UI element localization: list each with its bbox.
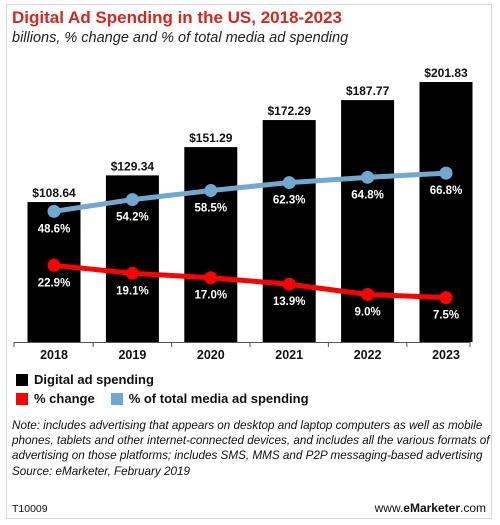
- footer-site-suffix: .com: [459, 501, 486, 515]
- share-label-2018: 48.6%: [38, 223, 71, 235]
- change-line: [53, 262, 447, 301]
- change-point-2022: [361, 288, 375, 301]
- legend-label-change: % change: [34, 391, 95, 406]
- change-label-2019: 19.1%: [116, 285, 149, 297]
- share-label-2020: 58.5%: [194, 203, 227, 215]
- change-label-2021: 13.9%: [273, 296, 306, 308]
- change-point-2020: [204, 271, 218, 285]
- bar-label-2023: $201.83: [424, 66, 468, 80]
- legend-swatch-share: [110, 392, 123, 405]
- bar-2022: [341, 100, 395, 342]
- x-tick-label-2022: 2022: [354, 348, 382, 362]
- bar-2018: [27, 202, 81, 342]
- share-point-2019: [125, 193, 139, 207]
- bar-label-2021: $172.29: [268, 104, 312, 118]
- share-point-2023: [439, 166, 453, 180]
- chart-subtitle: billions, % change and % of total media …: [12, 30, 349, 46]
- change-label-2022: 9.0%: [354, 307, 380, 319]
- x-tick-label-2021: 2021: [275, 348, 303, 362]
- change-label-2023: 7.5%: [433, 310, 459, 322]
- share-label-2022: 64.8%: [351, 189, 384, 201]
- bar-label-2020: $151.29: [189, 131, 233, 145]
- share-point-2022: [361, 170, 375, 184]
- footer-site-prefix: www.: [374, 501, 404, 515]
- bar-2021: [262, 120, 316, 343]
- share-point-2021: [282, 176, 296, 190]
- share-label-2021: 62.3%: [273, 195, 306, 207]
- legend-label-share: % of total media ad spending: [128, 391, 309, 406]
- legend-lines: % change % of total media ad spending: [16, 391, 309, 406]
- chart-title: Digital Ad Spending in the US, 2018-2023: [12, 8, 342, 27]
- chart-note-block: Note: includes advertising that appears …: [12, 418, 490, 479]
- share-point-2018: [47, 204, 61, 218]
- chart-area: $108.64 $129.34 $151.29 $172.29 $187.77 $201.…: [13, 66, 473, 362]
- share-point-2020: [204, 184, 218, 198]
- footer-id: T10009: [12, 503, 48, 515]
- change-point-2019: [125, 266, 139, 280]
- change-point-2021: [282, 277, 296, 291]
- bar-2020: [184, 147, 238, 342]
- change-point-2018: [47, 258, 61, 272]
- x-tick-label-2018: 2018: [40, 348, 68, 362]
- share-line: [53, 170, 447, 214]
- x-tick-label-2020: 2020: [197, 348, 225, 362]
- bar-label-2019: $129.34: [111, 159, 155, 173]
- legend-swatch-change: [16, 392, 28, 405]
- change-label-2018: 22.9%: [38, 277, 71, 289]
- change-point-2023: [439, 291, 453, 305]
- legend-swatch-bars: [16, 373, 28, 386]
- chart-source: Source: eMarketer, February 2019: [12, 464, 190, 478]
- legend-label-bars: Digital ad spending: [34, 372, 154, 387]
- chart-frame: [6, 4, 492, 519]
- x-tick-label-2019: 2019: [118, 348, 146, 362]
- share-label-2019: 54.2%: [116, 212, 149, 224]
- x-tick-label-2023: 2023: [432, 348, 460, 362]
- change-label-2020: 17.0%: [194, 290, 227, 302]
- footer-site-brand: eMarketer: [403, 501, 460, 515]
- bar-label-2018: $108.64: [32, 186, 76, 200]
- footer-site: www.eMarketer.com: [375, 501, 486, 515]
- bar-label-2022: $187.77: [346, 84, 390, 98]
- share-label-2023: 66.8%: [430, 185, 463, 197]
- chart-note: Note: includes advertising that appears …: [12, 419, 490, 463]
- legend-bars: Digital ad spending: [16, 372, 154, 387]
